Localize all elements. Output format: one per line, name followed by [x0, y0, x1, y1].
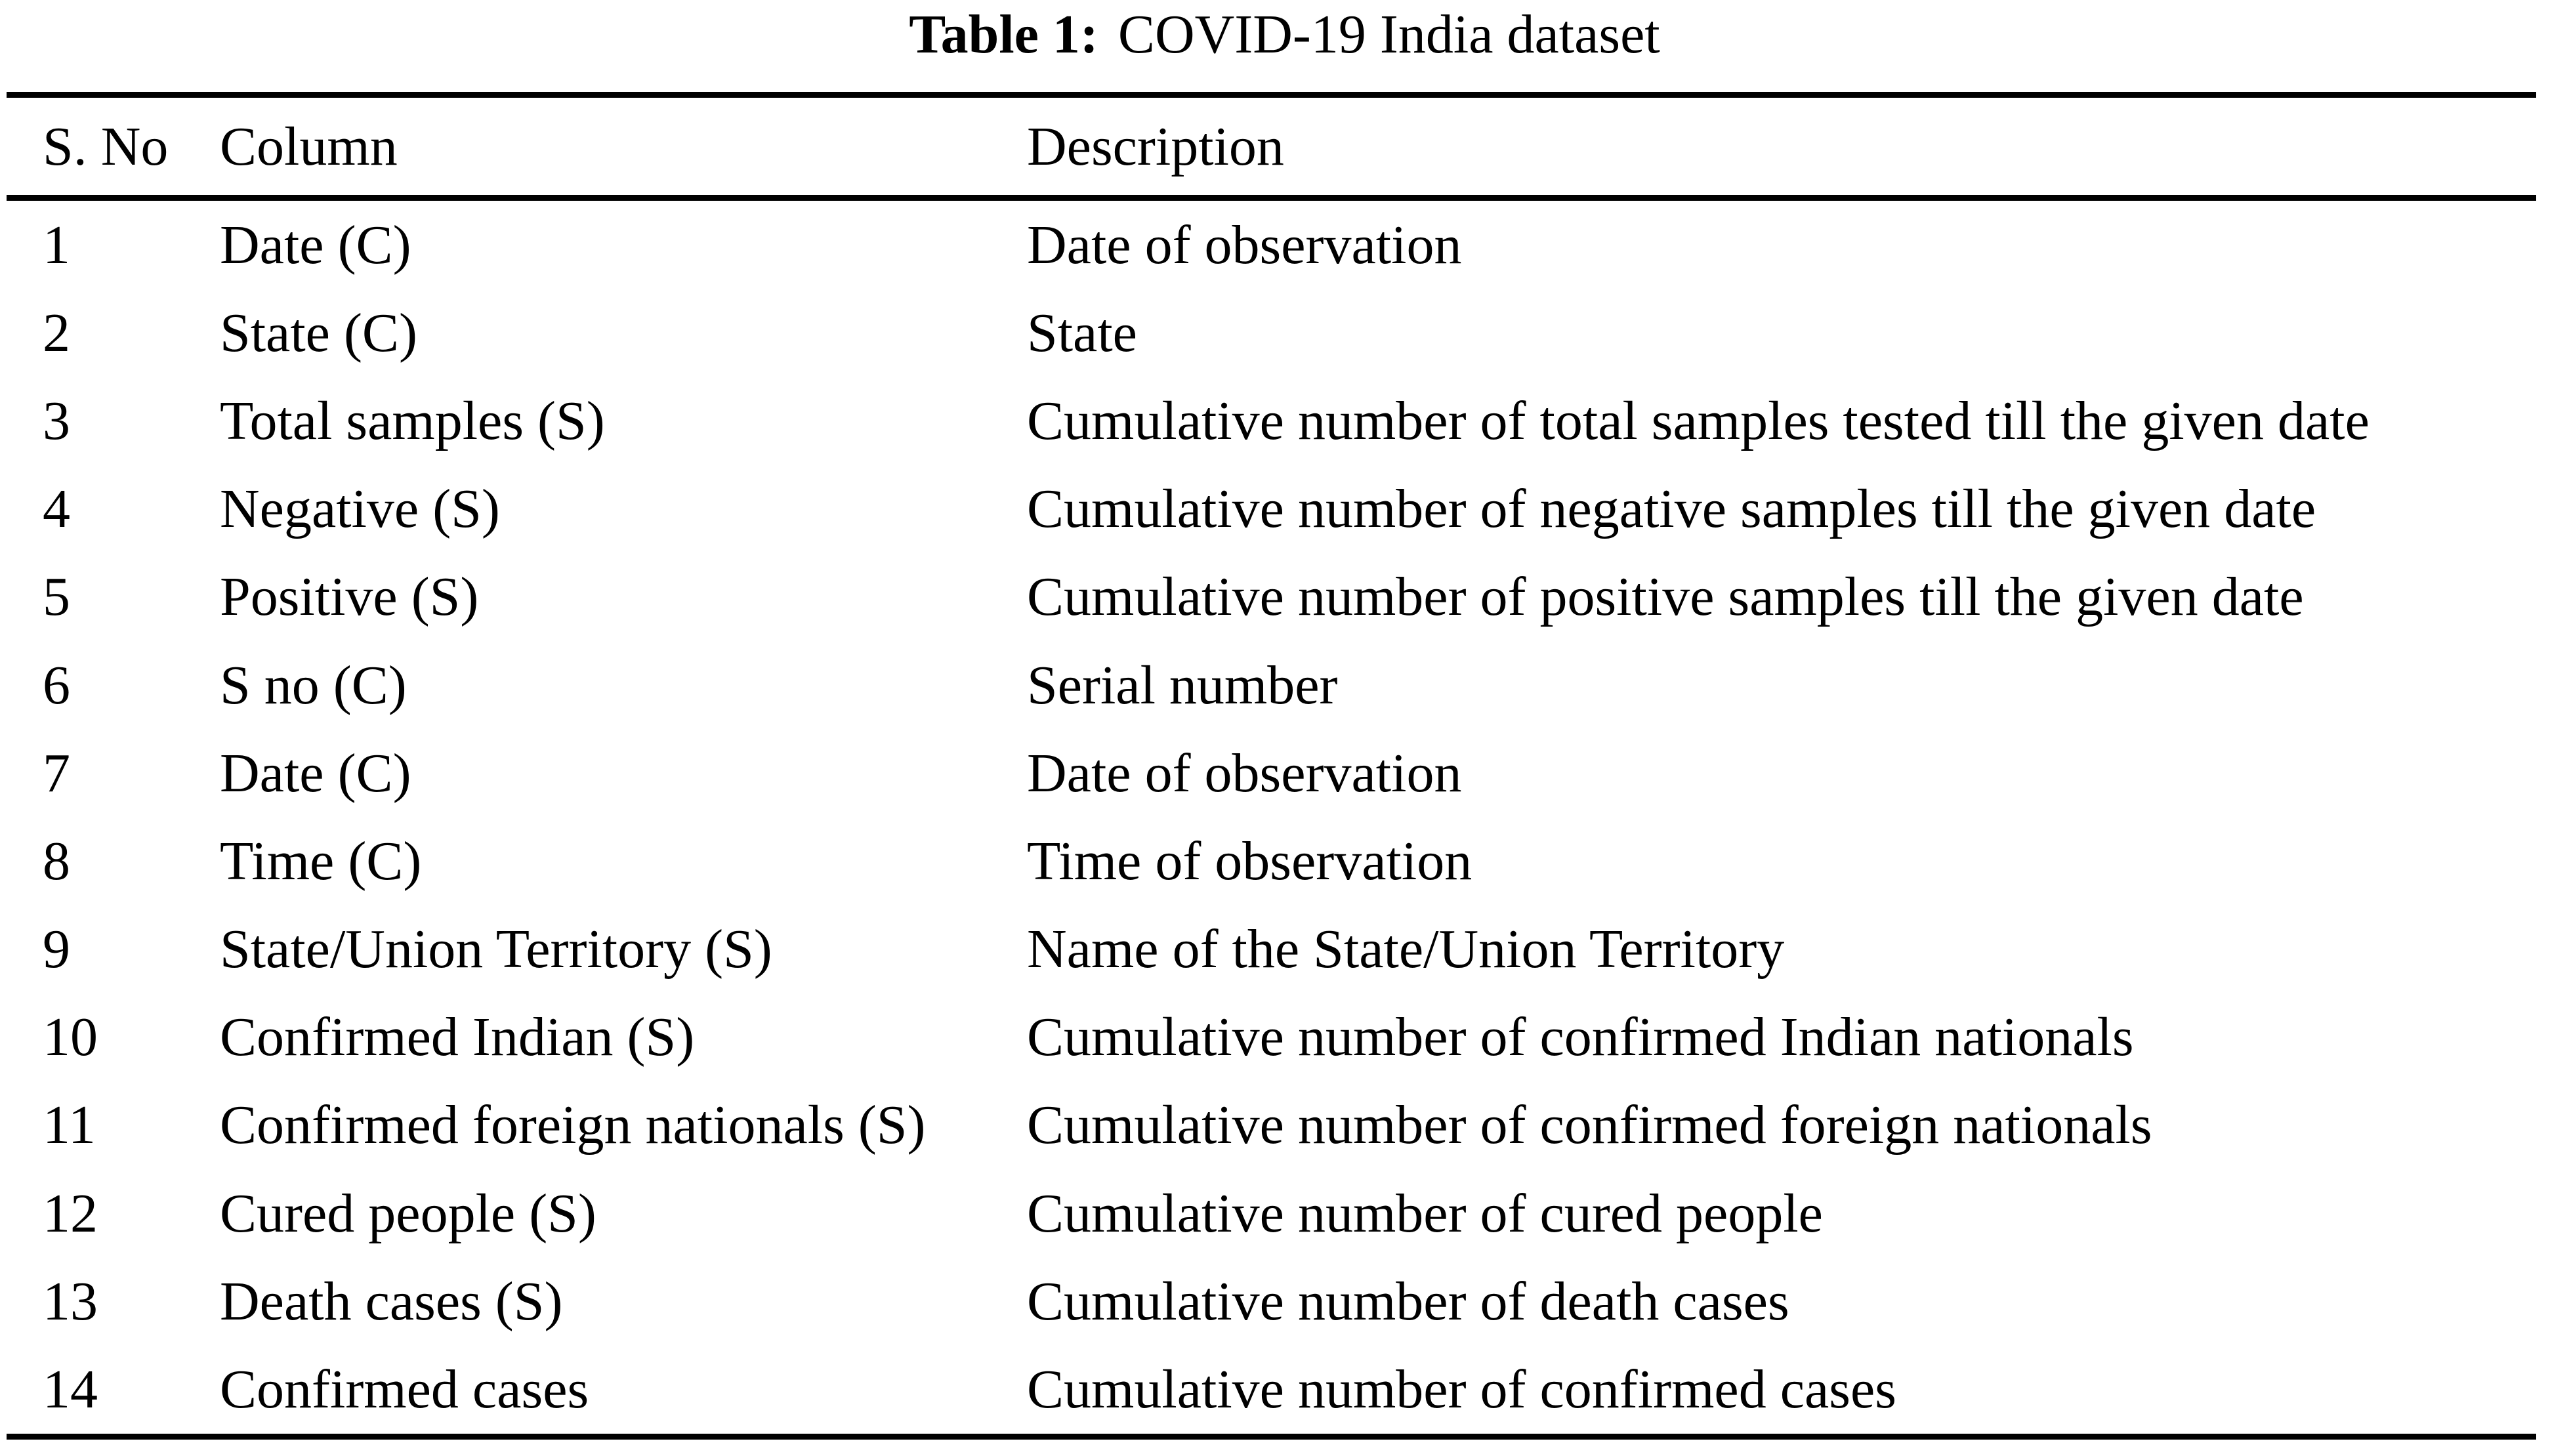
table-caption-label: Table 1: [909, 4, 1098, 65]
cell-description: Date of observation [1027, 214, 1462, 276]
cell-s-no: 9 [43, 919, 70, 980]
table-caption-title: COVID-19 India dataset [1117, 4, 1660, 65]
cell-column: State/Union Territory (S) [220, 919, 772, 980]
table-row: 9 State/Union Territory (S) Name of the … [0, 905, 2569, 993]
table-top-rule [7, 92, 2536, 98]
cell-s-no: 8 [43, 830, 70, 892]
table-row: 2 State (C) State [0, 289, 2569, 377]
cell-s-no: 5 [43, 566, 70, 628]
table-row: 14 Confirmed cases Cumulative number of … [0, 1345, 2569, 1433]
table-row: 10 Confirmed Indian (S) Cumulative numbe… [0, 993, 2569, 1081]
table-bottom-rule [7, 1434, 2536, 1440]
cell-s-no: 14 [43, 1359, 98, 1421]
cell-column: Death cases (S) [220, 1270, 563, 1332]
table-caption: Table 1: COVID-19 India dataset [0, 0, 2569, 69]
cell-description: State [1027, 302, 1137, 364]
header-column: Column [220, 115, 398, 177]
cell-s-no: 1 [43, 214, 70, 276]
cell-description: Cumulative number of total samples teste… [1027, 390, 2370, 451]
cell-column: Positive (S) [220, 566, 479, 628]
cell-description: Cumulative number of positive samples ti… [1027, 566, 2304, 628]
table-row: 13 Death cases (S) Cumulative number of … [0, 1257, 2569, 1345]
cell-column: Cured people (S) [220, 1182, 596, 1244]
table-body: 1 Date (C) Date of observation 2 State (… [0, 201, 2569, 1434]
table-row: 12 Cured people (S) Cumulative number of… [0, 1169, 2569, 1257]
cell-column: Confirmed cases [220, 1359, 589, 1421]
table-row: 8 Time (C) Time of observation [0, 817, 2569, 905]
cell-column: Date (C) [220, 214, 411, 276]
cell-column: Total samples (S) [220, 390, 605, 451]
cell-s-no: 7 [43, 742, 70, 804]
cell-column: Negative (S) [220, 478, 500, 540]
cell-s-no: 4 [43, 478, 70, 540]
cell-description: Cumulative number of confirmed cases [1027, 1359, 1896, 1421]
table-row: 7 Date (C) Date of observation [0, 729, 2569, 817]
table-row: 5 Positive (S) Cumulative number of posi… [0, 553, 2569, 641]
header-description: Description [1027, 115, 1284, 177]
cell-description: Time of observation [1027, 830, 1472, 892]
cell-s-no: 3 [43, 390, 70, 451]
table-header-rule [7, 195, 2536, 201]
header-s-no: S. No [43, 115, 169, 177]
table-row: 11 Confirmed foreign nationals (S) Cumul… [0, 1081, 2569, 1169]
cell-column: Time (C) [220, 830, 422, 892]
cell-s-no: 10 [43, 1007, 98, 1068]
cell-s-no: 2 [43, 302, 70, 364]
cell-column: Confirmed foreign nationals (S) [220, 1094, 926, 1156]
table-row: 4 Negative (S) Cumulative number of nega… [0, 465, 2569, 553]
cell-description: Date of observation [1027, 742, 1462, 804]
table-row: 6 S no (C) Serial number [0, 641, 2569, 729]
cell-description: Name of the State/Union Territory [1027, 919, 1785, 980]
cell-s-no: 12 [43, 1182, 98, 1244]
table-row: 1 Date (C) Date of observation [0, 201, 2569, 289]
cell-description: Serial number [1027, 654, 1338, 716]
cell-description: Cumulative number of death cases [1027, 1270, 1789, 1332]
cell-description: Cumulative number of confirmed Indian na… [1027, 1007, 2134, 1068]
cell-column: S no (C) [220, 654, 407, 716]
table-header-row: S. No Column Description [0, 98, 2569, 195]
cell-s-no: 11 [43, 1094, 96, 1156]
cell-description: Cumulative number of negative samples ti… [1027, 478, 2316, 540]
cell-s-no: 6 [43, 654, 70, 716]
cell-s-no: 13 [43, 1270, 98, 1332]
table-row: 3 Total samples (S) Cumulative number of… [0, 377, 2569, 465]
cell-description: Cumulative number of cured people [1027, 1182, 1823, 1244]
cell-column: State (C) [220, 302, 417, 364]
cell-column: Confirmed Indian (S) [220, 1007, 695, 1068]
cell-column: Date (C) [220, 742, 411, 804]
cell-description: Cumulative number of confirmed foreign n… [1027, 1094, 2152, 1156]
